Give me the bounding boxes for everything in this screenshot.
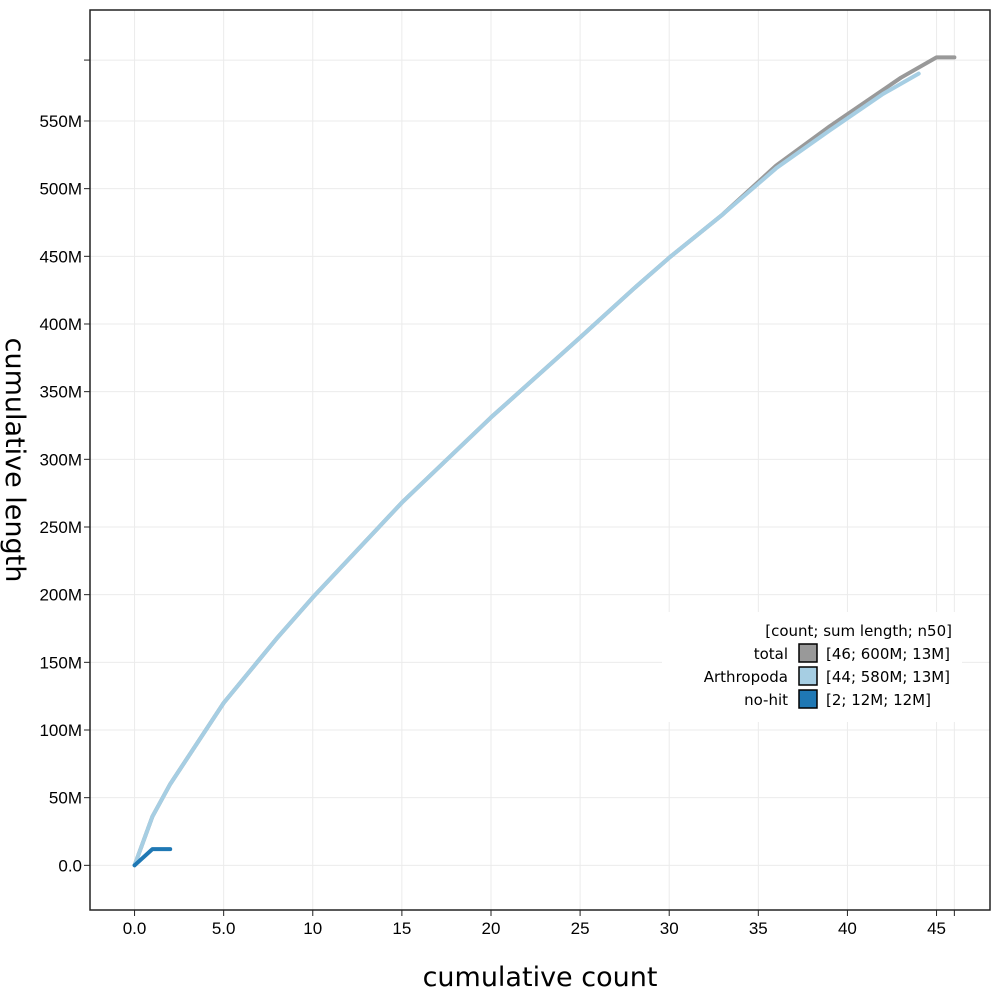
x-tick-label: 0.0 [123, 919, 147, 938]
y-tick-label: 500M [39, 180, 82, 199]
y-tick-label: 450M [39, 247, 82, 266]
x-axis-title: cumulative count [423, 962, 658, 993]
legend-swatch-arthropoda [798, 666, 818, 686]
y-tick-label: 150M [39, 653, 82, 672]
x-tick-label: 10 [303, 919, 322, 938]
y-tick-label: 400M [39, 315, 82, 334]
x-tick-label: 5.0 [212, 919, 236, 938]
legend: [count; sum length; n50] total [46; 600M… [662, 612, 962, 722]
legend-swatch-no-hit [798, 689, 818, 709]
legend-swatch-total [798, 643, 818, 663]
x-tick-label: 35 [749, 919, 768, 938]
y-tick-label: 350M [39, 383, 82, 402]
x-tick-label: 25 [571, 919, 590, 938]
legend-stats-arthropoda: [44; 580M; 13M] [826, 668, 950, 686]
legend-label-total: total [754, 645, 788, 663]
x-axis: 0.0 5.0 10 15 20 25 30 35 40 45 [123, 910, 955, 938]
x-tick-label: 30 [660, 919, 679, 938]
x-tick-label: 15 [392, 919, 411, 938]
x-tick-label: 20 [482, 919, 501, 938]
series-line-no-hit [132, 847, 173, 868]
y-axis: 0.0 50M 100M 150M 200M 250M 300M 350M 400M 450M 50… [39, 59, 90, 875]
legend-stats-total: [46; 600M; 13M] [826, 645, 950, 663]
y-tick-label: 250M [39, 518, 82, 537]
y-tick-label: 50M [49, 789, 82, 808]
y-tick-label: 100M [39, 721, 82, 740]
series-line-arthropoda [132, 71, 921, 868]
plot-frame [89, 9, 991, 911]
legend-stats-no-hit: [2; 12M; 12M] [826, 691, 931, 709]
legend-label-no-hit: no-hit [744, 691, 788, 709]
grid [90, 10, 990, 910]
y-tick-label: 300M [39, 450, 82, 469]
legend-title: [count; sum length; n50] [765, 622, 952, 640]
y-axis-title: cumulative length [0, 338, 30, 583]
x-tick-label: 40 [838, 919, 857, 938]
x-tick-label: 45 [927, 919, 946, 938]
legend-label-arthropoda: Arthropoda [704, 668, 788, 686]
y-tick-label: 0.0 [58, 856, 82, 875]
y-tick-label: 200M [39, 586, 82, 605]
y-tick-label: 550M [39, 112, 82, 131]
series-layer [132, 55, 957, 868]
